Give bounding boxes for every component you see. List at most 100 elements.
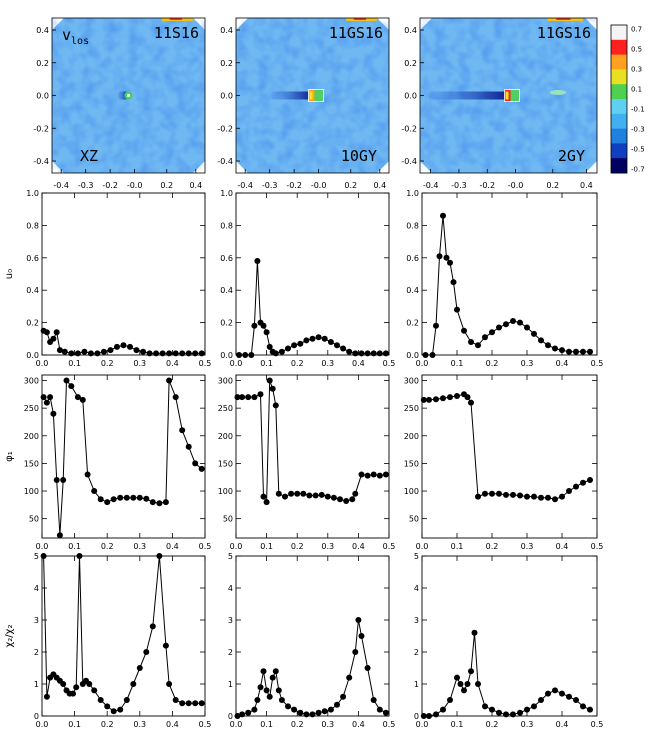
data-point: [73, 684, 80, 691]
row-ylabel: φ₁: [4, 451, 15, 462]
xtick-label: 0.4: [556, 359, 569, 368]
data-point: [91, 488, 98, 494]
ytick-label: 200: [24, 432, 39, 441]
data-point: [149, 499, 156, 506]
data-point: [68, 350, 75, 357]
data-point: [156, 500, 163, 507]
data-point: [278, 697, 285, 703]
series-line: [43, 379, 203, 536]
data-point: [489, 706, 495, 713]
ytick-label: 300: [24, 377, 39, 386]
ytick-label: 0.6: [220, 254, 233, 263]
xtick-label: 0.4: [352, 542, 365, 551]
data-point: [538, 337, 544, 344]
data-point: [426, 713, 432, 719]
xtick-label: 0.2: [486, 542, 499, 551]
data-point: [297, 340, 304, 347]
data-point: [68, 383, 75, 390]
ytick-label: 0.8: [220, 221, 233, 230]
xtick-label: 0.1: [260, 720, 273, 729]
xtick-label: 0.4: [166, 359, 179, 368]
map-xtick-label: 0.4: [373, 181, 386, 190]
plot-frame: [41, 192, 206, 356]
data-point: [291, 706, 298, 713]
data-point: [248, 352, 255, 358]
row-ylabel: u₀: [4, 269, 15, 279]
xtick-label: 0.3: [521, 542, 534, 551]
data-point: [447, 394, 453, 401]
colorbar-tick-label: -0.5: [631, 146, 645, 154]
data-point: [236, 352, 243, 358]
colorbar-swatch: [611, 128, 627, 144]
ytick-label: 3: [414, 616, 419, 625]
xtick-label: 0.3: [321, 542, 334, 551]
data-point: [282, 493, 288, 500]
map-xtick-label: -0.2: [479, 181, 495, 190]
data-point: [133, 347, 140, 354]
colorbar-tick-label: 0.7: [631, 26, 642, 34]
data-point: [50, 335, 57, 342]
data-point: [318, 491, 325, 498]
data-point: [40, 394, 47, 401]
data-point: [239, 711, 246, 718]
data-point: [420, 396, 427, 403]
xtick-label: 0.5: [383, 720, 396, 729]
ytick-label: 250: [24, 404, 39, 413]
map-ytick-label: 0.4: [404, 26, 417, 35]
ytick-label: 0.4: [406, 286, 419, 295]
xtick-label: 0.5: [199, 542, 212, 551]
xtick-label: 0.1: [68, 542, 81, 551]
data-point: [123, 494, 130, 501]
xtick-label: 0.5: [591, 720, 604, 729]
map-label-vlos: vlos: [62, 26, 89, 47]
data-point: [149, 623, 156, 630]
data-point: [352, 649, 359, 655]
data-point: [566, 348, 572, 355]
data-point: [524, 706, 530, 713]
ytick-label: 0: [34, 712, 39, 721]
ytick-label: 100: [404, 487, 419, 496]
data-point: [146, 350, 153, 357]
data-point: [370, 471, 377, 478]
velocity-map-2: 0.4 0.2 0.0 -0.2 -0.4 -0.4 -0.3 -0.2 -0.0 0.2 0.4 1…: [217, 17, 390, 190]
data-point: [60, 477, 67, 483]
data-point: [234, 713, 241, 719]
data-point: [104, 499, 111, 506]
data-point: [285, 703, 291, 710]
data-point: [545, 342, 551, 349]
ytick-label: 250: [404, 404, 419, 413]
data-point: [100, 348, 107, 355]
data-point: [104, 703, 111, 710]
data-point: [464, 394, 471, 401]
data-point: [464, 681, 471, 687]
data-point: [266, 343, 273, 350]
data-point: [524, 324, 530, 331]
data-point: [172, 350, 179, 357]
data-point: [573, 483, 579, 490]
ytick-label: 200: [218, 432, 233, 441]
ytick-label: 3: [228, 616, 233, 625]
map-xtick-label: 0.2: [546, 181, 559, 190]
data-point: [447, 259, 453, 266]
data-point: [510, 318, 516, 324]
data-point: [130, 681, 137, 687]
data-point: [74, 350, 81, 357]
series-line: [43, 330, 202, 354]
data-point: [538, 697, 544, 703]
ytick-label: 250: [218, 404, 233, 413]
xtick-label: 0.5: [199, 720, 212, 729]
data-point: [278, 348, 285, 355]
data-point: [87, 350, 94, 357]
data-point: [50, 410, 57, 417]
data-point: [162, 642, 169, 649]
data-point: [127, 343, 133, 350]
data-point: [358, 633, 365, 639]
data-point: [450, 279, 457, 286]
data-point: [433, 322, 439, 329]
colorbar-tick-label: 0.5: [631, 46, 642, 54]
data-point: [503, 491, 509, 498]
velocity-map-3: 0.4 0.2 0.0 -0.2 -0.4 -0.4 -0.3 -0.2 -0.0 0.2 0.4 1…: [401, 17, 598, 190]
data-point: [531, 330, 537, 337]
data-point: [275, 490, 282, 497]
